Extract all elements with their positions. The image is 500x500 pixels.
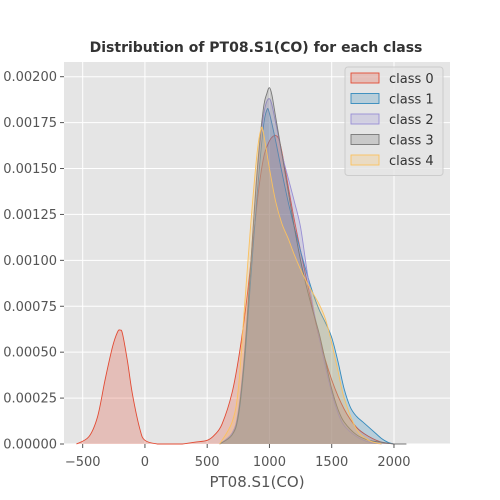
legend-swatch-class-2 <box>350 113 380 125</box>
legend-swatch-class-3 <box>350 134 380 145</box>
y-tick-label: 0.00050 <box>3 346 57 361</box>
chart-title: Distribution of PT08.S1(CO) for each cla… <box>90 40 423 56</box>
legend-label-class-3: class 3 <box>389 134 434 149</box>
density-area-class-2 <box>219 98 382 444</box>
density-area-class-0 <box>76 135 394 444</box>
grid-lines <box>64 62 450 445</box>
x-axis-ticks: −500 0 500 1000 1500 2000 <box>65 444 411 470</box>
y-tick-label: 0.00125 <box>3 208 57 223</box>
density-area-class-4 <box>219 127 382 444</box>
legend: class 0 class 1 class 2 class 3 class 4 <box>344 66 444 176</box>
y-tick-label: 0.00000 <box>3 438 57 453</box>
legend-label-class-2: class 2 <box>389 113 434 128</box>
density-line-class-1 <box>219 108 395 445</box>
legend-swatch-class-4 <box>350 154 380 166</box>
y-axis-ticks: 0.00000 0.00025 0.00050 0.00075 0.00100 0.001… <box>3 70 64 453</box>
density-area-class-3 <box>219 87 407 444</box>
x-tick-label: 2000 <box>377 455 410 470</box>
y-tick-label: 0.00175 <box>3 116 57 131</box>
density-line-class-3 <box>219 87 407 445</box>
density-line-class-4 <box>219 126 382 445</box>
legend-frame <box>344 66 444 176</box>
legend-swatch-class-0 <box>350 72 380 84</box>
x-tick-label: 0 <box>141 455 149 470</box>
y-tick-label: 0.00200 <box>3 70 57 85</box>
y-tick-label: 0.00075 <box>3 300 57 315</box>
x-tick-label: 1000 <box>253 455 286 470</box>
legend-label-class-0: class 0 <box>389 72 434 87</box>
legend-label-class-4: class 4 <box>389 154 434 169</box>
density-areas <box>76 87 407 445</box>
x-tick-label: 500 <box>195 455 220 470</box>
x-tick-label: −500 <box>65 455 101 470</box>
y-tick-label: 0.00025 <box>3 392 57 407</box>
y-tick-label: 0.00100 <box>3 254 57 269</box>
y-tick-label: 0.00150 <box>3 162 57 177</box>
density-area-class-1 <box>219 108 394 445</box>
legend-swatch-class-1 <box>350 93 380 104</box>
x-tick-label: 1500 <box>315 455 348 470</box>
x-axis-label: PT08.S1(CO) <box>209 473 304 491</box>
legend-label-class-1: class 1 <box>389 93 434 108</box>
